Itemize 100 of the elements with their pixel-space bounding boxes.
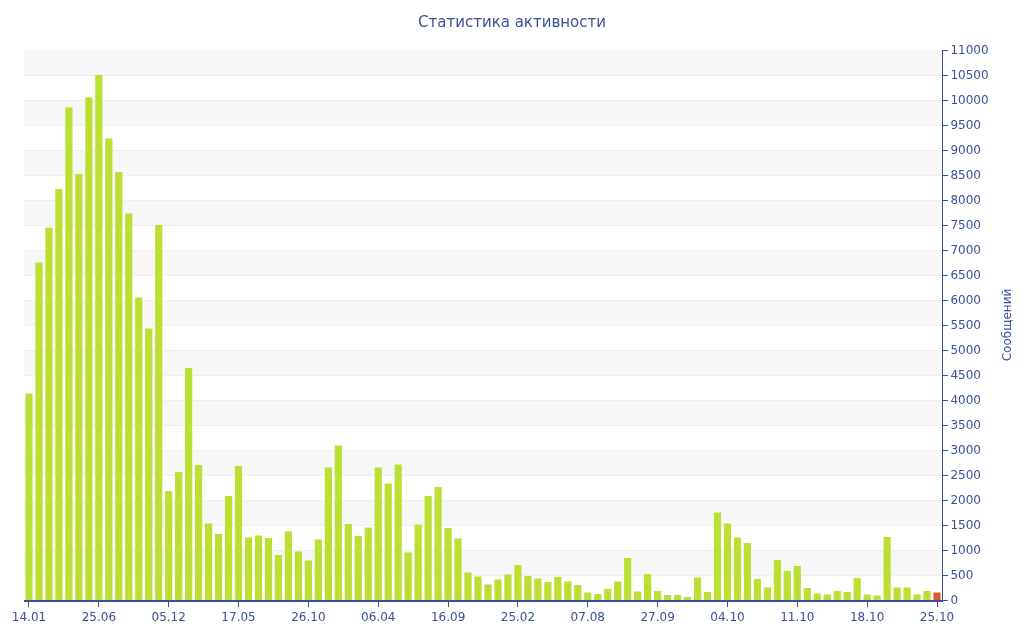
bar [723, 523, 732, 600]
bar [713, 512, 722, 600]
bar [175, 472, 183, 600]
y-tick-label: 10000 [950, 93, 989, 108]
bar [205, 523, 213, 600]
bar [733, 537, 742, 600]
bar [584, 592, 592, 600]
chart-title: Статистика активности [418, 12, 606, 31]
bar [634, 591, 642, 600]
bar [853, 578, 861, 600]
bar [823, 594, 831, 600]
bar [145, 328, 153, 600]
bar [803, 588, 811, 600]
bar [304, 560, 312, 600]
bar [454, 538, 462, 600]
bar [504, 574, 512, 600]
bar [773, 560, 781, 600]
x-tick-label: 16.09 [430, 610, 466, 625]
bar [25, 393, 33, 600]
bar [594, 594, 602, 600]
bar [155, 225, 163, 600]
bar [344, 524, 352, 600]
bar [554, 577, 562, 600]
bar [115, 172, 123, 600]
bar [314, 539, 322, 600]
bar [833, 591, 841, 600]
y-tick-label: 8500 [950, 168, 981, 183]
bar [85, 97, 93, 600]
bar [903, 587, 911, 600]
x-tick-label: 05.12 [151, 610, 186, 625]
x-tick-label: 17.05 [221, 610, 256, 625]
bar [753, 579, 761, 600]
bar [374, 467, 382, 600]
y-tick-label: 7000 [950, 243, 981, 258]
bar [913, 594, 921, 600]
x-tick-label: 27.09 [640, 610, 675, 625]
y-tick-label: 3000 [950, 443, 981, 458]
x-tick-label: 07.08 [570, 610, 605, 625]
y-axis-title: Сообщений [1000, 288, 1015, 362]
bar [264, 538, 273, 600]
x-tick-label: 04.10 [710, 610, 745, 625]
bar [763, 587, 771, 600]
bar [783, 571, 791, 600]
bar [474, 576, 482, 600]
bar [644, 574, 652, 600]
bar [404, 552, 412, 600]
bar [654, 591, 662, 600]
bar [843, 592, 851, 600]
bar [354, 536, 362, 600]
bar [494, 579, 502, 600]
bar [244, 537, 253, 600]
y-tick-label: 4000 [950, 393, 981, 408]
bar [624, 558, 632, 600]
bar [55, 189, 63, 600]
x-tick-label: 11.10 [780, 610, 815, 625]
y-tick-label: 8000 [950, 193, 981, 208]
bar [484, 584, 492, 600]
bar [254, 535, 263, 600]
bar [274, 555, 283, 600]
bar [234, 466, 243, 600]
bar [125, 213, 133, 600]
bar [95, 75, 103, 600]
bar [394, 464, 402, 600]
bar [683, 597, 692, 600]
y-tick-label: 0 [950, 593, 959, 608]
bar [195, 465, 203, 600]
bar [464, 572, 472, 600]
y-tick-label: 6500 [950, 268, 981, 283]
y-tick-label: 7500 [950, 218, 981, 233]
bar [574, 585, 582, 600]
bar [514, 565, 522, 600]
bar [524, 576, 532, 600]
y-tick-label: 2500 [950, 468, 981, 483]
bar [35, 262, 43, 600]
x-tick-label: 18.10 [849, 610, 885, 625]
bar [534, 578, 542, 600]
x-tick-label: 25.02 [500, 610, 536, 625]
bar [135, 297, 143, 600]
bar [544, 582, 552, 600]
bar [793, 566, 801, 600]
bar [434, 487, 442, 600]
y-tick-label: 11000 [950, 43, 989, 58]
y-tick-label: 5500 [950, 318, 981, 333]
bar [185, 368, 193, 600]
x-tick-label: 25.06 [81, 610, 117, 625]
bar [105, 138, 113, 600]
bar [703, 592, 712, 600]
y-tick-label: 2000 [950, 493, 981, 508]
bar [165, 491, 173, 600]
y-tick-label: 500 [950, 568, 974, 583]
bar [334, 445, 342, 600]
bar [444, 528, 452, 600]
y-tick-label: 4500 [950, 368, 981, 383]
bar [604, 589, 612, 600]
y-tick-label: 9500 [950, 118, 981, 133]
y-tick-label: 10500 [950, 68, 989, 83]
bar [65, 107, 73, 600]
bar [933, 592, 941, 600]
x-tick-label: 25.10 [919, 610, 955, 625]
y-tick-label: 1000 [950, 543, 981, 558]
